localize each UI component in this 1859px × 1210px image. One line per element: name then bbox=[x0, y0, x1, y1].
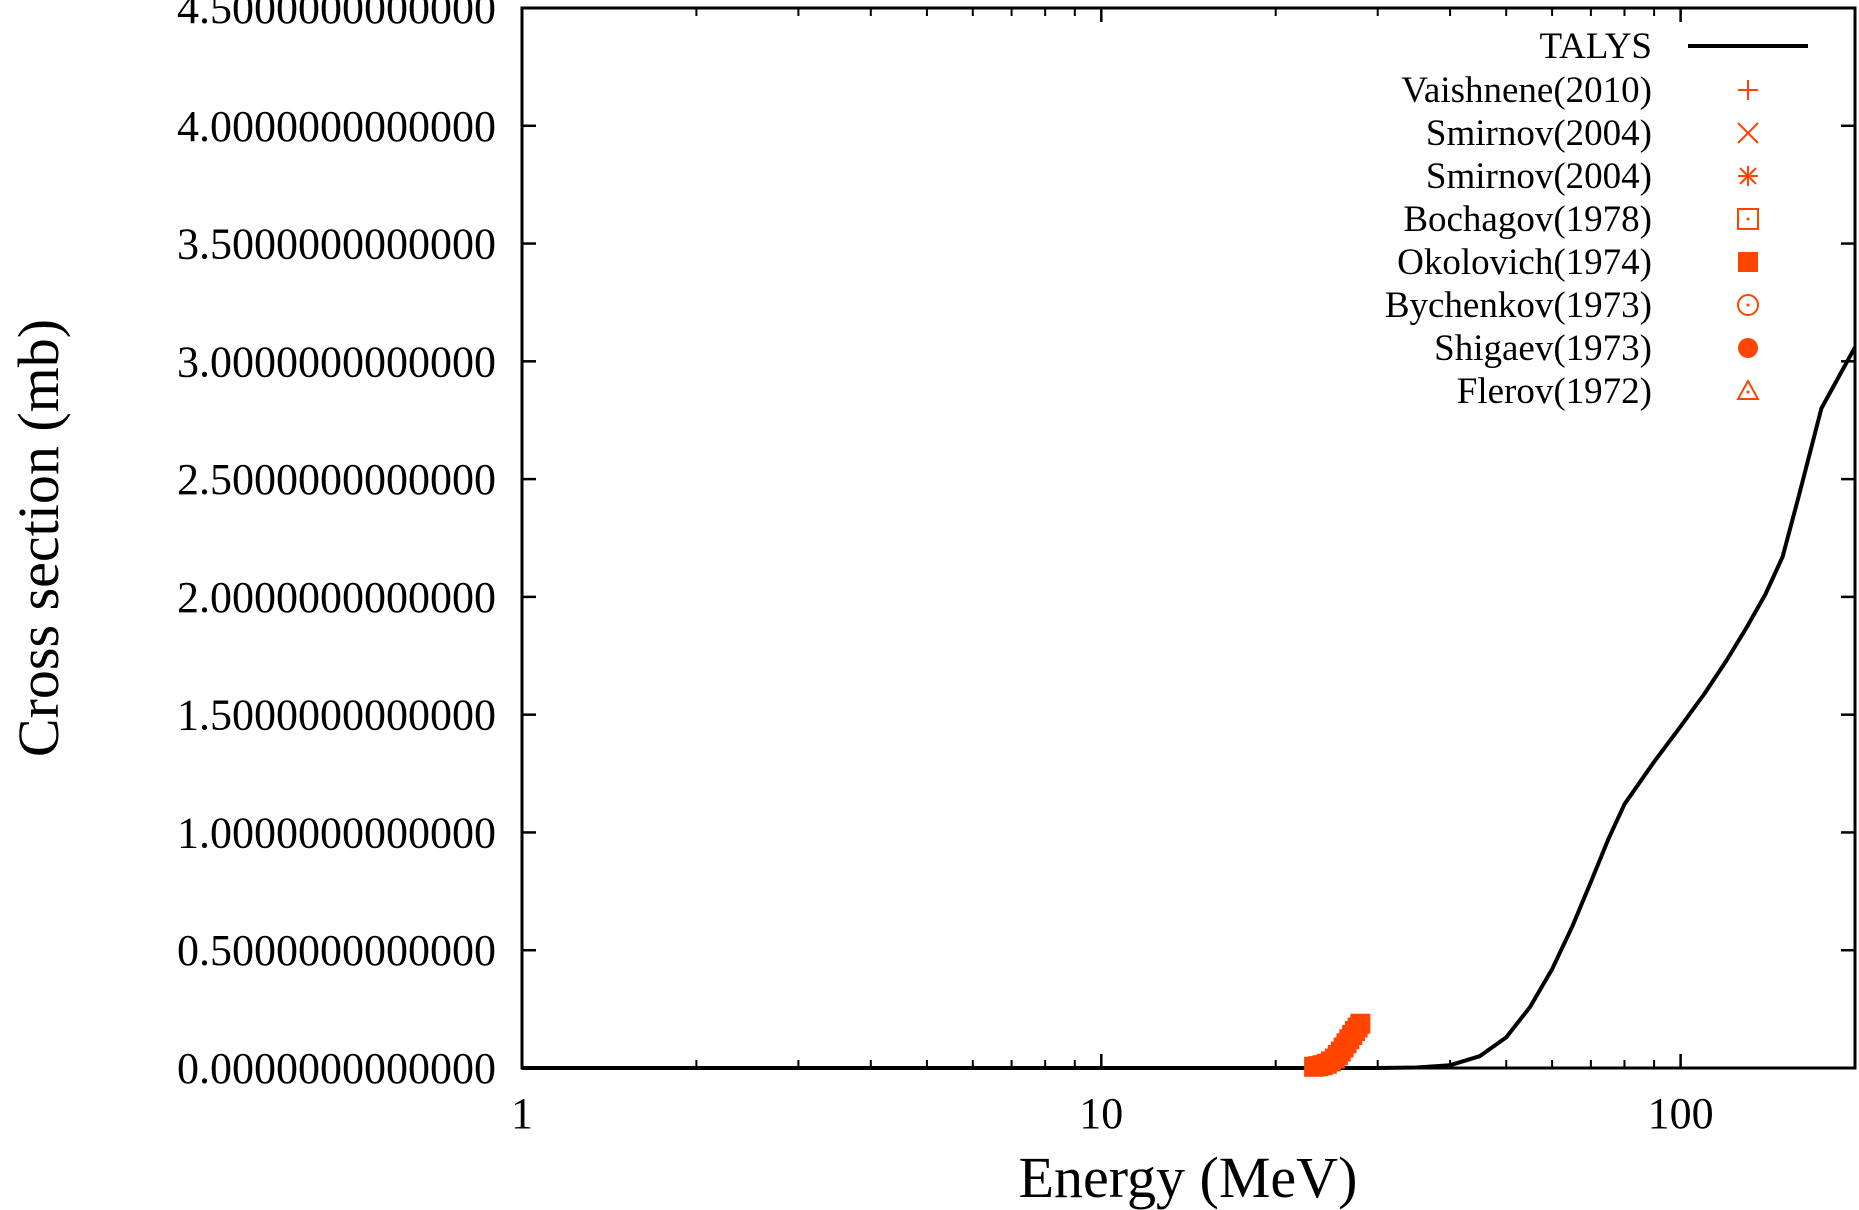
y-tick-label: 0.0000000000000 bbox=[177, 1044, 496, 1093]
marker-shape bbox=[1738, 338, 1758, 358]
marker-stroke bbox=[1737, 122, 1759, 144]
marker-dot bbox=[1746, 217, 1750, 221]
talys-curve bbox=[522, 346, 1857, 1070]
legend-label: Shigaev(1973) bbox=[1434, 328, 1652, 369]
legend-marker-sample bbox=[1737, 122, 1759, 144]
plot-frame bbox=[520, 6, 1857, 1070]
x-tick-label: 10 bbox=[1079, 1089, 1123, 1138]
legend-label: Bochagov(1978) bbox=[1403, 199, 1652, 240]
legend-label: Vaishnene(2010) bbox=[1401, 70, 1652, 111]
marker-shape bbox=[1737, 294, 1759, 316]
legend: TALYSVaishnene(2010)Smirnov(2004)Smirnov… bbox=[1385, 26, 1808, 412]
y-tick-label: 1.5000000000000 bbox=[177, 691, 496, 740]
legend-marker-sample bbox=[1738, 252, 1758, 272]
marker-stroke bbox=[1739, 167, 1757, 185]
legend-marker-sample bbox=[1738, 80, 1758, 100]
legend-entry: Smirnov(2004) bbox=[1426, 113, 1759, 154]
x-axis-title: Energy (MeV) bbox=[1019, 1145, 1358, 1210]
legend-label: Smirnov(2004) bbox=[1426, 113, 1652, 154]
x-tick-labels: 1 10 100 bbox=[511, 1089, 1714, 1138]
legend-marker-sample bbox=[1736, 378, 1760, 400]
legend-label: TALYS bbox=[1539, 26, 1652, 67]
marker-dot bbox=[1746, 303, 1750, 307]
legend-marker-sample bbox=[1737, 208, 1759, 230]
legend-marker-sample bbox=[1738, 338, 1758, 358]
y-axis-title: Cross section (mb) bbox=[6, 319, 71, 757]
legend-marker-sample bbox=[1737, 294, 1759, 316]
series-layer bbox=[522, 346, 1857, 1077]
x-tick-label: 1 bbox=[511, 1089, 533, 1138]
legend-entry: Bochagov(1978) bbox=[1403, 199, 1759, 240]
y-tick-label: 2.0000000000000 bbox=[177, 573, 496, 622]
x-tick-label: 100 bbox=[1648, 1089, 1714, 1138]
marker-shape bbox=[1737, 208, 1759, 230]
legend-label: Flerov(1972) bbox=[1457, 371, 1652, 412]
y-tick-label: 0.5000000000000 bbox=[177, 926, 496, 975]
legend-marker-sample bbox=[1738, 166, 1758, 186]
legend-entry: Shigaev(1973) bbox=[1434, 328, 1758, 369]
legend-entry: Okolovich(1974) bbox=[1397, 242, 1758, 283]
data-point bbox=[1350, 1013, 1371, 1034]
legend-entry: Bychenkov(1973) bbox=[1385, 285, 1759, 326]
y-tick-label: 3.5000000000000 bbox=[177, 220, 496, 269]
marker-dot bbox=[1746, 390, 1750, 394]
legend-entry: Vaishnene(2010) bbox=[1401, 70, 1758, 111]
marker-shape bbox=[1350, 1013, 1371, 1034]
legend-label: Bychenkov(1973) bbox=[1385, 285, 1652, 326]
legend-label: Okolovich(1974) bbox=[1397, 242, 1652, 283]
y-tick-label: 1.0000000000000 bbox=[177, 808, 496, 857]
legend-entry: Smirnov(2004) bbox=[1426, 156, 1758, 197]
legend-entry: TALYS bbox=[1539, 26, 1808, 67]
legend-label: Smirnov(2004) bbox=[1426, 156, 1652, 197]
y-tick-labels: 0.0000000000000 0.5000000000000 1.00000000… bbox=[177, 0, 496, 1093]
y-tick-label: 4.0000000000000 bbox=[177, 102, 496, 151]
y-tick-label: 2.5000000000000 bbox=[177, 455, 496, 504]
marker-shape bbox=[1738, 252, 1758, 272]
axis-ticks bbox=[520, 6, 1855, 1070]
y-tick-label: 4.5000000000000 bbox=[177, 0, 496, 33]
legend-entry: Flerov(1972) bbox=[1457, 371, 1760, 412]
marker-shape bbox=[1736, 378, 1760, 400]
y-tick-label: 3.0000000000000 bbox=[177, 337, 496, 386]
